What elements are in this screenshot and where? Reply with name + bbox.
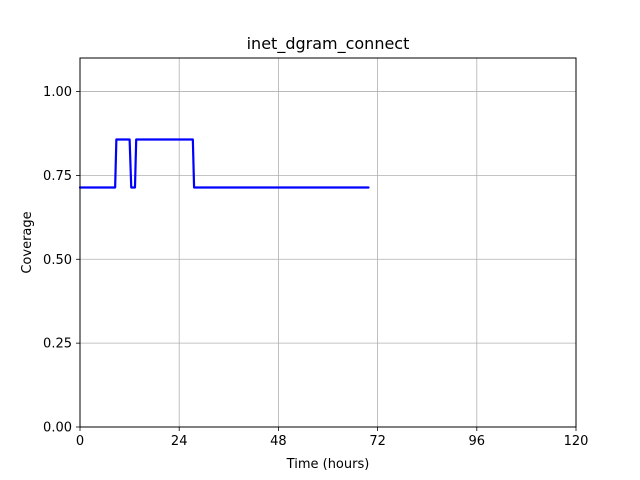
axis-ticks: 0 24 48 72 96 120 0.00 0.25 0.50 0.75 1.00 [43,85,588,449]
x-tick-label: 120 [564,434,589,449]
y-tick-label: 0.75 [43,169,72,184]
y-axis-label: Coverage [20,211,35,273]
plot-area-frame [79,57,577,428]
x-tick-label: 48 [270,434,287,449]
x-tick-label: 96 [469,434,486,449]
x-axis-label: Time (hours) [286,457,370,472]
y-tick-label: 0.00 [43,421,72,436]
x-tick-label: 0 [76,434,84,449]
x-tick-label: 24 [171,434,188,449]
y-tick-label: 0.50 [43,253,72,268]
series-layer [78,138,370,189]
chart-title: inet_dgram_connect [247,34,410,54]
y-tick-label: 1.00 [43,85,72,100]
y-tick-label: 0.25 [43,337,72,352]
coverage-series-line [78,138,370,189]
x-tick-label: 72 [369,434,386,449]
